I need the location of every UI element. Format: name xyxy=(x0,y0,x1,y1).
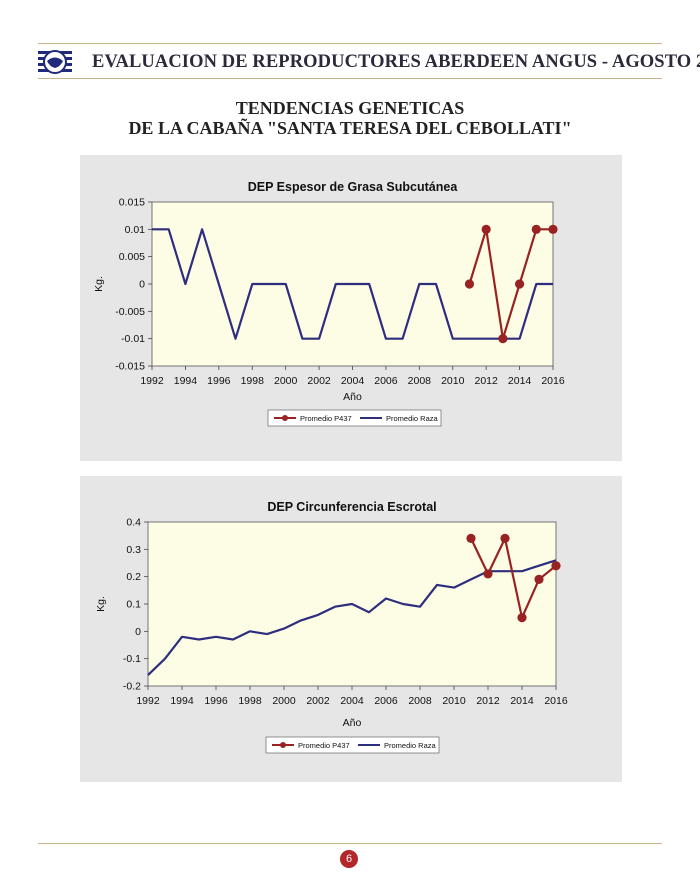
legend-box xyxy=(267,409,442,427)
data-point-p437 xyxy=(500,533,510,543)
x-tick-label: 1996 xyxy=(204,695,228,707)
aberdeen-angus-shield-logo xyxy=(38,50,72,74)
y-tick-label: 0 xyxy=(139,279,145,291)
x-tick-label: 1992 xyxy=(136,695,160,707)
data-point-p437 xyxy=(534,574,544,584)
y-tick-label: 0.01 xyxy=(125,224,146,236)
y-tick-label: -0.015 xyxy=(115,361,145,373)
legend-marker-p437 xyxy=(280,742,286,748)
data-point-p437 xyxy=(548,224,558,234)
y-tick-label: 0.1 xyxy=(126,599,141,611)
x-tick-label: 2012 xyxy=(476,695,500,707)
x-tick-label: 1994 xyxy=(170,695,194,707)
header-title: EVALUACION DE REPRODUCTORES ABERDEEN ANG… xyxy=(92,52,700,72)
chart-title: DEP Circunferencia Escrotal xyxy=(267,500,436,514)
x-axis-label: Año xyxy=(343,717,362,729)
x-tick-label: 2012 xyxy=(474,375,498,387)
y-axis-label: Kg. xyxy=(93,276,105,292)
x-tick-label: 2002 xyxy=(307,375,331,387)
x-tick-label: 2014 xyxy=(510,695,534,707)
chart-panel-grasa: DEP Espesor de Grasa Subcutánea 0.015 0.01… xyxy=(80,155,622,461)
y-tick-label: 0.005 xyxy=(119,251,145,263)
x-tick-label: 2016 xyxy=(544,695,568,707)
header-top-rule xyxy=(38,43,662,44)
legend-label-raza: Promedio Raza xyxy=(384,741,437,750)
page-number-badge: 6 xyxy=(340,850,358,868)
x-tick-label: 2016 xyxy=(541,375,565,387)
x-tick-label: 2004 xyxy=(341,375,365,387)
data-point-p437 xyxy=(481,224,491,234)
footer-rule xyxy=(38,843,662,844)
x-tick-label: 2008 xyxy=(408,695,432,707)
x-tick-label: 2010 xyxy=(442,695,466,707)
x-tick-label: 1994 xyxy=(174,375,198,387)
x-tick-label: 2006 xyxy=(374,695,398,707)
x-tick-label: 2000 xyxy=(274,375,298,387)
x-tick-label: 2002 xyxy=(306,695,330,707)
y-tick-label: -0.005 xyxy=(115,306,145,318)
x-tick-label: 1992 xyxy=(140,375,164,387)
y-tick-label: -0.2 xyxy=(123,681,141,693)
y-tick-label: 0.3 xyxy=(126,544,141,556)
x-tick-label: 2010 xyxy=(441,375,465,387)
page-heading-line1: TENDENCIAS GENETICAS xyxy=(235,98,465,118)
x-tick-label: 2008 xyxy=(408,375,432,387)
x-tick-label: 1998 xyxy=(238,695,262,707)
y-axis-label: Kg. xyxy=(95,596,107,612)
chart-title: DEP Espesor de Grasa Subcutánea xyxy=(248,180,459,194)
legend-label-p437: Promedio P437 xyxy=(300,414,352,423)
x-tick-label: 2014 xyxy=(508,375,532,387)
data-point-p437 xyxy=(551,561,561,571)
legend-label-raza: Promedio Raza xyxy=(386,414,439,423)
y-tick-label: 0.4 xyxy=(126,517,141,529)
y-tick-label: 0.015 xyxy=(119,197,145,209)
data-point-p437 xyxy=(483,569,493,579)
header-bottom-rule xyxy=(38,78,662,79)
data-point-p437 xyxy=(514,279,525,289)
chart-panel-circunferencia: DEP Circunferencia Escrotal 0.4 0.3 0.2 0.1 0… xyxy=(80,476,622,782)
y-tick-label: -0.01 xyxy=(121,333,145,345)
data-point-p437 xyxy=(464,279,475,289)
data-point-p437 xyxy=(498,334,508,344)
x-tick-label: 2006 xyxy=(374,375,398,387)
chart-grasa-subcutanea: DEP Espesor de Grasa Subcutánea 0.015 0.01… xyxy=(93,180,565,427)
page-heading-line2: DE LA CABAÑA "SANTA TERESA DEL CEBOLLATI… xyxy=(128,118,572,138)
legend-label-p437: Promedio P437 xyxy=(298,741,350,750)
data-point-p437 xyxy=(517,613,527,623)
y-tick-label: -0.1 xyxy=(123,653,141,665)
x-tick-label: 1998 xyxy=(241,375,265,387)
y-tick-label: 0 xyxy=(135,626,141,638)
data-point-p437 xyxy=(531,224,541,234)
series-line-raza xyxy=(152,228,553,340)
x-tick-label: 2000 xyxy=(272,695,296,707)
y-tick-label: 0.2 xyxy=(126,571,141,583)
x-axis-label: Año xyxy=(343,391,362,403)
chart-circunferencia-escrotal: DEP Circunferencia Escrotal 0.4 0.3 0.2 0.1 0… xyxy=(95,500,568,754)
data-point-p437 xyxy=(466,533,476,543)
legend-box xyxy=(265,736,440,754)
x-tick-label: 1996 xyxy=(207,375,231,387)
legend-marker-p437 xyxy=(282,415,288,421)
x-tick-label: 2004 xyxy=(340,695,364,707)
